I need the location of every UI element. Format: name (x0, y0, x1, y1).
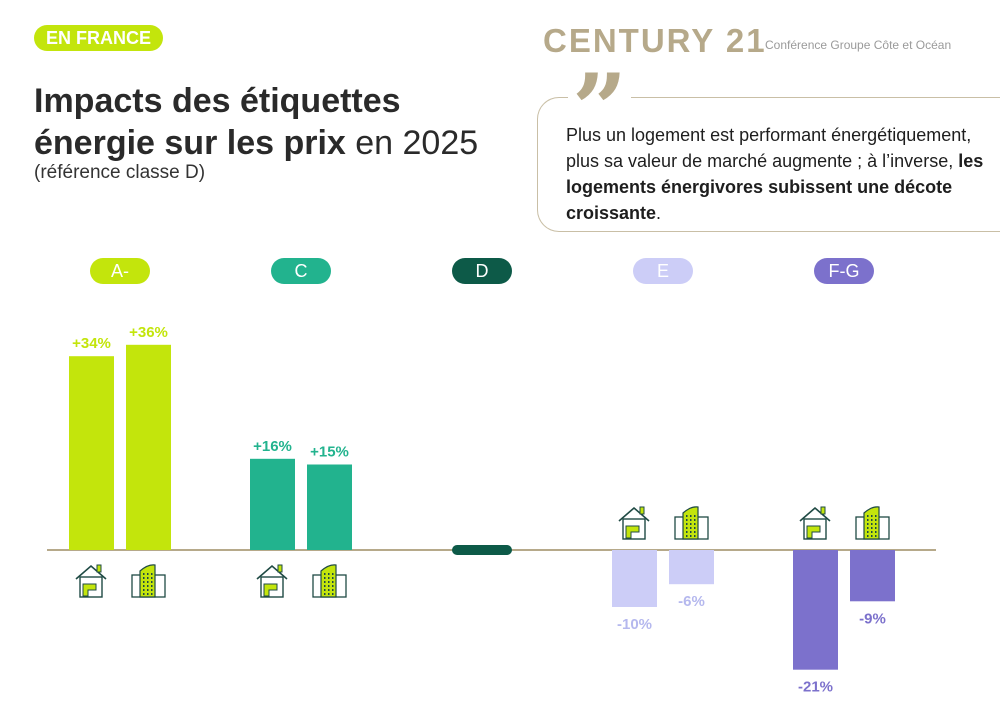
bar (793, 550, 838, 670)
category-pill (271, 258, 331, 284)
data-label: +34% (72, 335, 111, 352)
reference-marker (452, 545, 512, 555)
house-icon (618, 506, 650, 540)
data-label: +15% (310, 444, 349, 461)
data-label: -9% (859, 610, 886, 627)
apartment-building-icon (855, 506, 890, 540)
category-pill (90, 258, 150, 284)
house-icon (75, 564, 107, 598)
data-label: -6% (678, 593, 705, 610)
category-pill (633, 258, 693, 284)
apartment-building-icon (312, 564, 347, 598)
bar (669, 550, 714, 585)
category-label: F-G (829, 261, 860, 281)
page-title: Impacts des étiquettes énergie sur les p… (34, 82, 479, 162)
region-badge: EN FRANCE (34, 25, 164, 51)
data-label: -21% (798, 679, 833, 696)
data-label: +16% (253, 438, 292, 455)
apartment-building-icon (131, 564, 166, 598)
century21-logo: CENTURY 21 (543, 22, 767, 59)
house-icon (799, 506, 831, 540)
quote-marks-icon: ” (568, 62, 632, 158)
bar (69, 356, 114, 550)
bar (307, 464, 352, 550)
bar (612, 550, 657, 607)
category-pill (814, 258, 874, 284)
bar (850, 550, 895, 602)
category-label: C (295, 261, 308, 281)
category-label: A- (111, 261, 129, 281)
bar (126, 344, 171, 550)
logo-subtitle: Conférence Groupe Côte et Océan (765, 38, 952, 52)
quote-box (537, 97, 1000, 232)
category-pill (452, 258, 512, 284)
house-icon (256, 564, 288, 598)
page-subtitle: (référence classe D) (34, 162, 206, 183)
data-label: -10% (617, 616, 652, 633)
category-label: E (657, 261, 669, 281)
apartment-building-icon (674, 506, 709, 540)
quote-text: Plus un logement est performant énergéti… (566, 125, 984, 223)
bar (250, 458, 295, 550)
data-label: +36% (129, 324, 168, 341)
category-label: D (476, 261, 489, 281)
